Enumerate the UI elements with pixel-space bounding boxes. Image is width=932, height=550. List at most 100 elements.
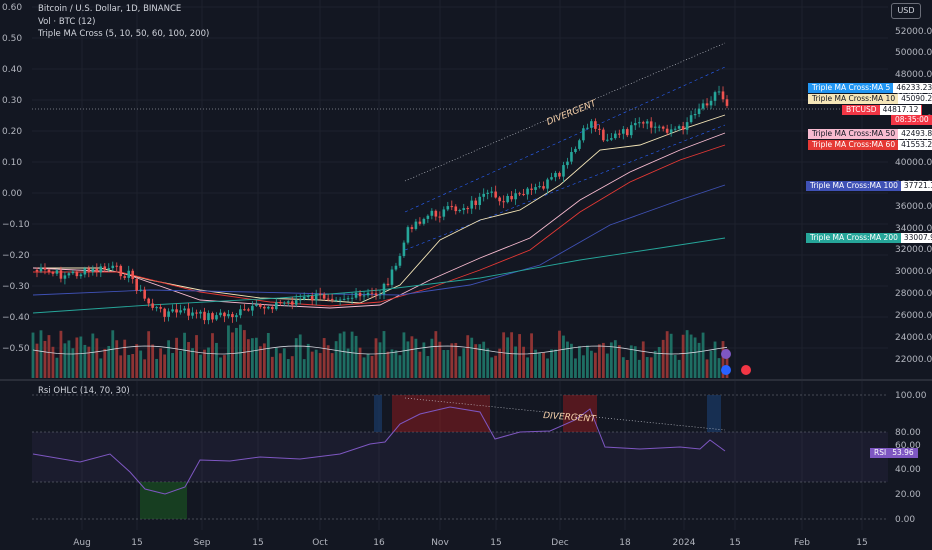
price-tag-value: 41553.26 [898,140,932,150]
price-axis-label: 48000.00 [895,70,932,80]
left-axis-label: −0.30 [2,282,30,292]
volume-bar [250,338,254,378]
candle-body [199,311,202,314]
volume-bar [274,347,278,378]
candle-body [470,200,474,209]
candlesticks [35,85,729,325]
candle-body [725,99,729,106]
candle-body [99,266,103,273]
rsi-axis-label: 40.00 [895,465,921,475]
price-tag-value: 45090.25 [898,94,932,104]
candle-body [235,315,238,318]
candle-body [227,314,230,317]
rsi-axis-label: 0.00 [895,515,915,525]
volume-bar [434,331,438,378]
candle-body [155,307,158,309]
candle-body [263,306,266,309]
volume-bar [534,349,537,378]
volume-bar [390,349,394,378]
candle-body [594,121,597,129]
price-axis-label: 52000.00 [895,27,932,37]
candle-body [374,293,378,296]
volume-bar [215,342,218,378]
price-tag-name: Triple MA Cross:MA 10 [812,94,896,103]
candle-body [574,148,577,153]
volume-indicator-legend[interactable]: Vol · BTC (12) [38,17,96,27]
price-tag-value: 37721.17 [900,181,932,191]
ma100-line [32,184,726,296]
flag-icon [741,365,751,375]
price-tag-name: Triple MA Cross:MA 200 [810,233,898,242]
volume-bar [270,356,274,378]
candle-body [578,140,581,149]
time-axis-label: Nov [431,538,449,548]
volume-bar [171,353,174,378]
volume-bar [95,338,99,378]
rsi-line [32,406,726,495]
rsi-indicator-legend[interactable]: Rsi OHLC (14, 70, 30) [38,386,130,396]
candle-body [510,195,513,200]
currency-button[interactable]: USD [891,3,921,19]
ma10-line [33,114,726,304]
candle-body [669,129,673,133]
volume-bar [402,332,406,378]
volume-ma-line [32,345,728,355]
volume-bar [542,352,545,378]
candle-body [614,133,617,139]
price-tag-value: 46233.23 [893,83,932,93]
volume-bar [191,348,194,378]
left-axis-label: −0.40 [2,313,30,323]
candle-body [394,265,398,270]
candle-body [290,301,294,305]
candle-body [430,210,434,216]
candle-body [570,152,573,162]
candle-body [693,113,697,116]
ma60-line [33,144,726,307]
volume-bar [203,349,206,378]
candle-body [330,298,334,300]
candle-body [434,210,438,217]
candle-body [562,165,565,177]
candle-body [689,115,693,123]
volume-bar [219,357,222,378]
candle-body [526,188,529,195]
candle-body [342,298,346,300]
volume-bar [342,331,346,378]
candle-body [314,293,318,301]
volume-bar [378,342,382,378]
candle-body [673,128,677,130]
candle-body [386,283,390,285]
volume-bar [294,338,298,378]
volume-bar [566,341,569,378]
volume-bar [143,359,147,378]
left-axis-label: 0.20 [2,127,22,137]
candle-body [366,292,370,296]
volume-bar [430,338,434,378]
left-axis-label: 0.60 [2,3,22,13]
volume-bar [522,346,525,378]
candle-body [370,292,374,294]
candle-body [606,139,609,141]
candle-body [247,309,250,311]
candle-body [191,312,194,316]
candle-body [586,127,589,129]
volume-bar [442,349,446,378]
candle-body [107,268,111,270]
ma-indicator-legend[interactable]: Triple MA Cross (5, 10, 50, 60, 100, 200… [38,29,210,39]
volume-bar [394,350,398,378]
volume-bar [693,337,697,378]
candle-body [211,313,214,320]
candle-body [629,125,633,136]
volume-bar [239,324,242,378]
volume-bar [282,348,286,378]
volume-bar [641,341,645,378]
price-axis-label: 36000.00 [895,202,932,212]
candle-body [530,188,533,190]
candle-body [91,268,95,273]
candle-body [645,121,649,124]
volume-bar [398,355,402,378]
volume-bar [258,346,262,378]
volume-bar [63,343,67,378]
